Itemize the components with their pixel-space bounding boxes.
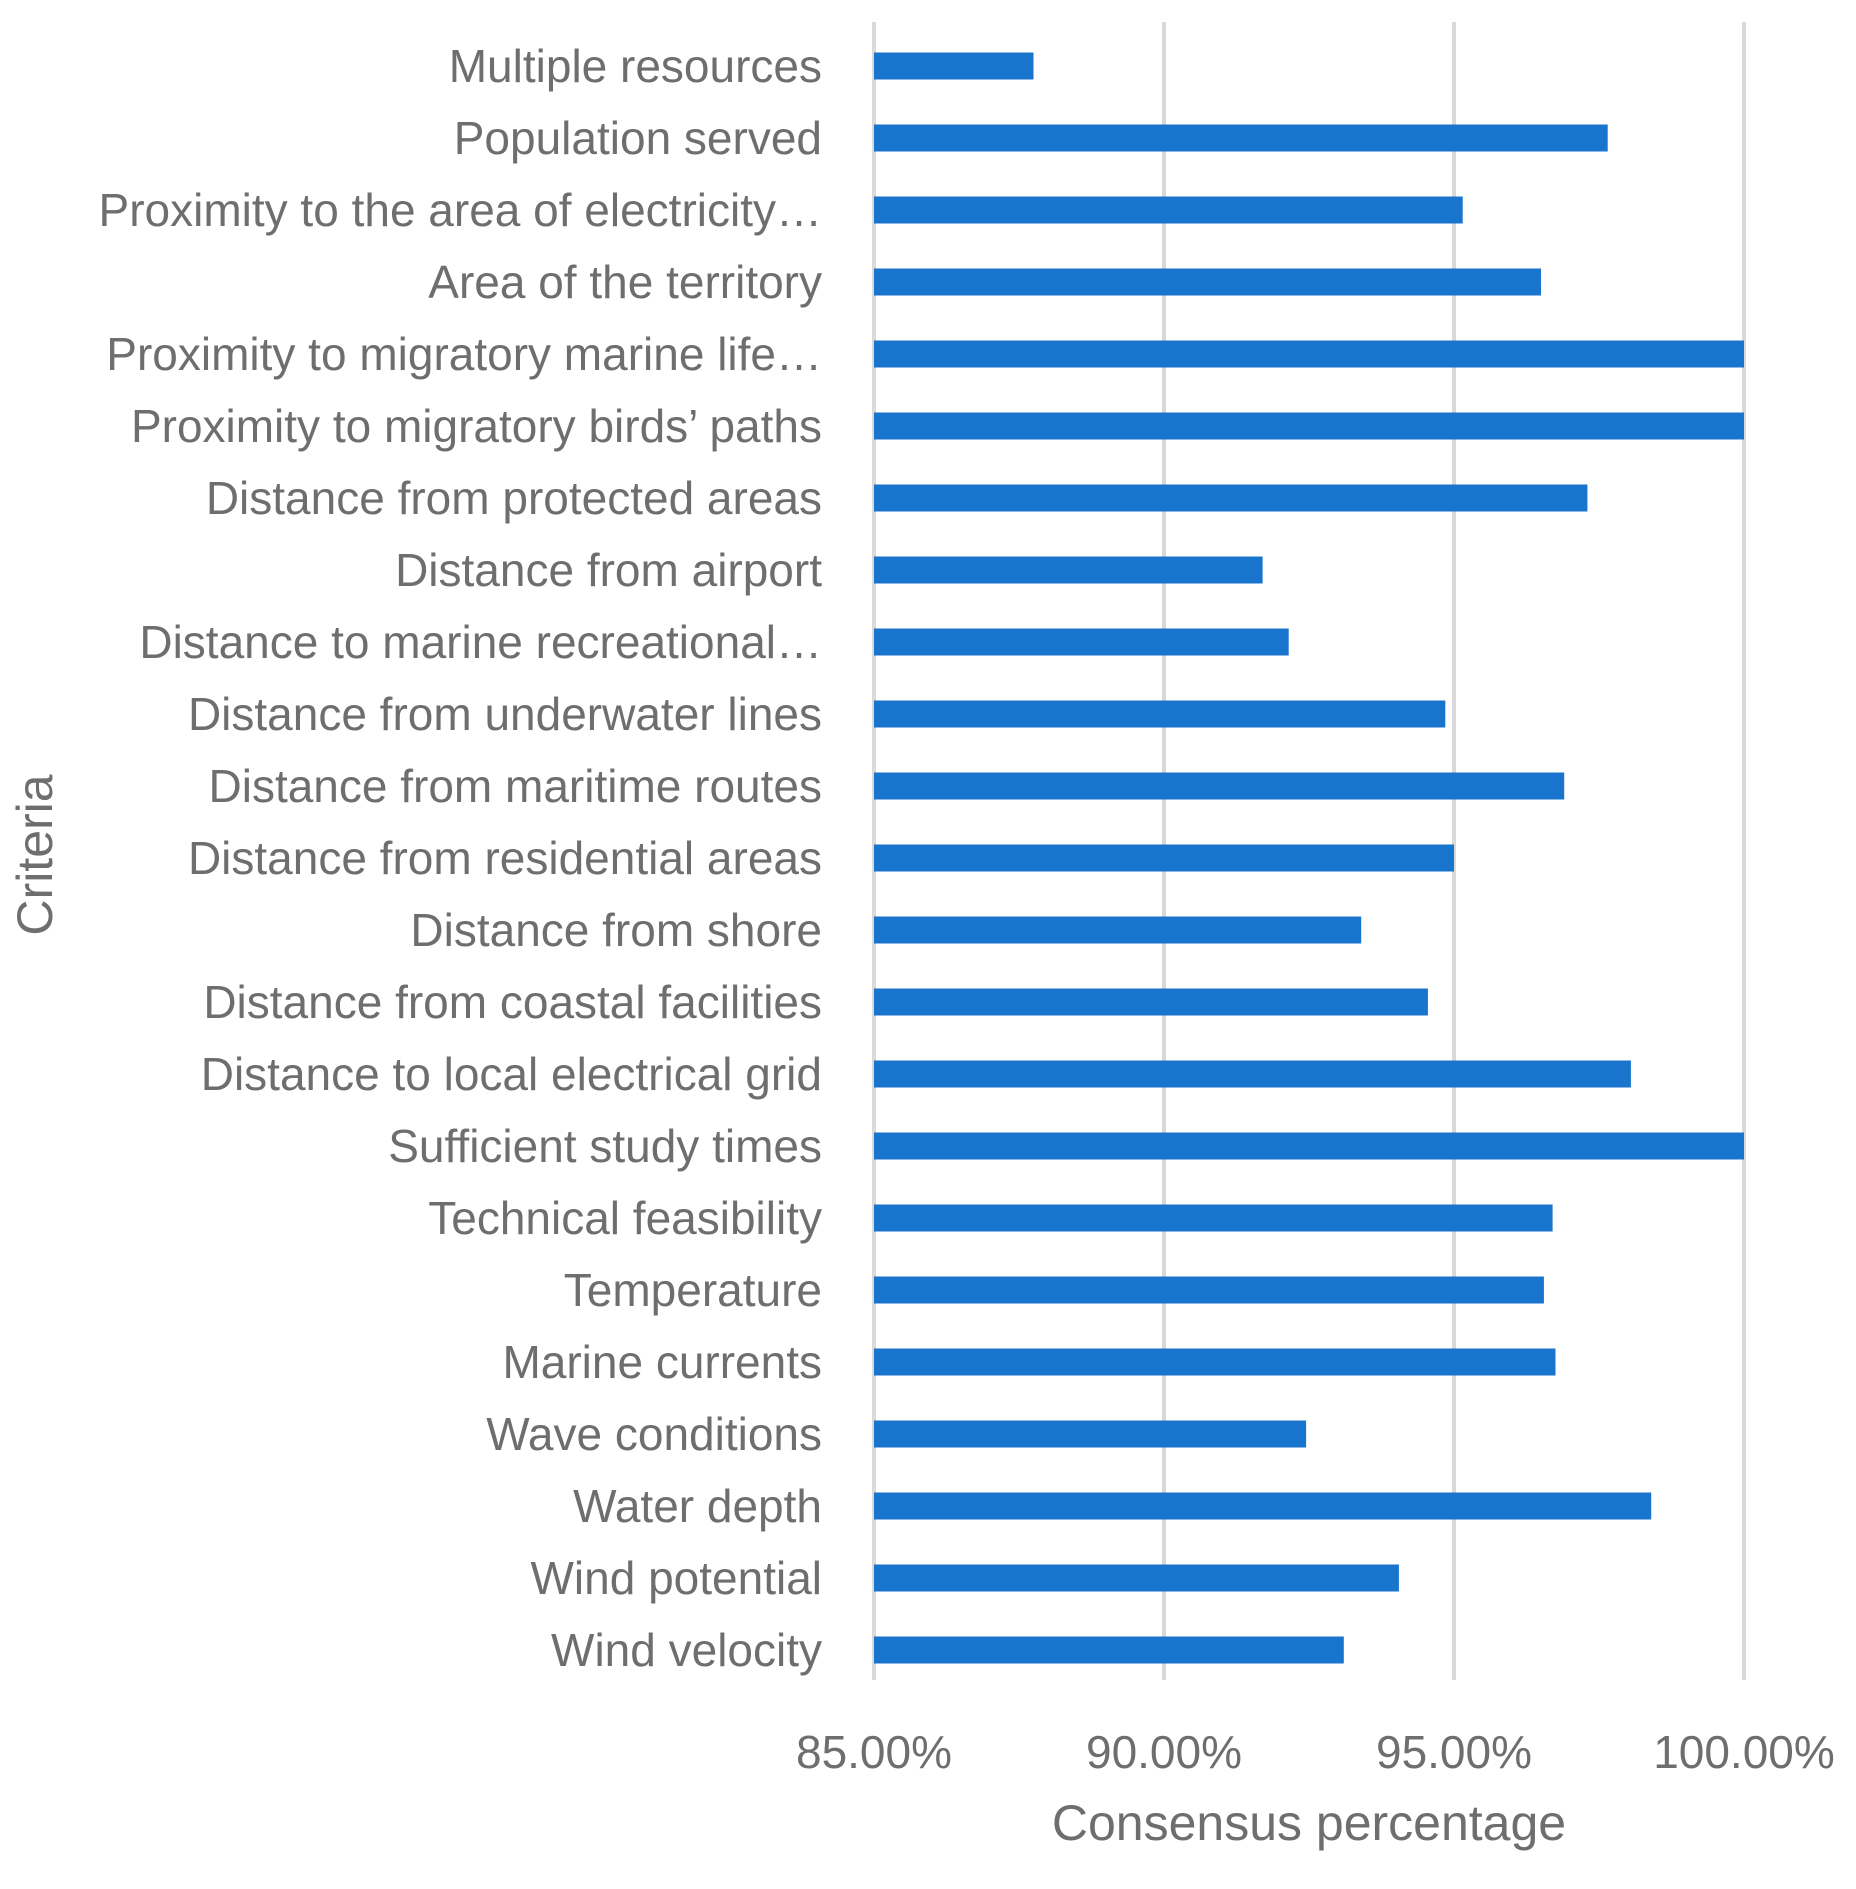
- x-tick-label: 90.00%: [1086, 1726, 1242, 1778]
- bar: [874, 412, 1744, 440]
- category-label: Proximity to migratory birds’ paths: [131, 400, 822, 452]
- bar: [874, 1420, 1307, 1448]
- bar: [874, 1636, 1344, 1664]
- x-axis-title: Consensus percentage: [1052, 1795, 1566, 1851]
- category-label: Distance from maritime routes: [209, 760, 823, 812]
- bar: [874, 484, 1588, 512]
- bar: [874, 1276, 1544, 1304]
- bar: [874, 916, 1362, 944]
- bar: [874, 124, 1608, 152]
- category-label: Proximity to migratory marine life…: [106, 328, 822, 380]
- x-tick-labels: 85.00% 90.00% 95.00% 100.00%: [796, 1726, 1835, 1778]
- bar: [874, 1132, 1744, 1160]
- bar: [874, 52, 1034, 80]
- bar: [874, 700, 1446, 728]
- category-label: Sufficient study times: [388, 1120, 822, 1172]
- x-tick-label: 85.00%: [796, 1726, 952, 1778]
- category-label: Distance from coastal facilities: [203, 976, 822, 1028]
- category-label: Population served: [454, 112, 822, 164]
- bar: [874, 1348, 1556, 1376]
- bar: [874, 340, 1744, 368]
- bar: [874, 556, 1263, 584]
- bar: [874, 1060, 1631, 1088]
- category-label: Proximity to the area of electricity…: [99, 184, 822, 236]
- bar: [874, 628, 1289, 656]
- x-tick-label: 95.00%: [1376, 1726, 1532, 1778]
- category-label: Wave conditions: [486, 1408, 822, 1460]
- category-label: Wind velocity: [551, 1624, 822, 1676]
- bar: [874, 988, 1428, 1016]
- bar: [874, 1564, 1399, 1592]
- y-axis-title: Criteria: [7, 774, 63, 935]
- category-label: Distance from airport: [395, 544, 822, 596]
- category-label: Distance from protected areas: [206, 472, 822, 524]
- bar: [874, 196, 1463, 224]
- bars: [874, 52, 1744, 1664]
- category-label: Water depth: [573, 1480, 822, 1532]
- bar: [874, 1204, 1553, 1232]
- category-labels: Multiple resources Population served Proxi…: [99, 40, 823, 1676]
- bar: [874, 772, 1565, 800]
- x-tick-label: 100.00%: [1653, 1726, 1835, 1778]
- category-label: Technical feasibility: [428, 1192, 822, 1244]
- bar: [874, 1492, 1652, 1520]
- bar: [874, 844, 1454, 872]
- category-label: Distance to local electrical grid: [201, 1048, 822, 1100]
- category-label: Temperature: [564, 1264, 822, 1316]
- bar: [874, 268, 1541, 296]
- category-label: Area of the territory: [428, 256, 822, 308]
- category-label: Multiple resources: [449, 40, 822, 92]
- category-label: Distance from shore: [410, 904, 822, 956]
- category-label: Distance to marine recreational…: [139, 616, 822, 668]
- category-label: Distance from underwater lines: [188, 688, 822, 740]
- category-label: Marine currents: [502, 1336, 822, 1388]
- category-label: Distance from residential areas: [188, 832, 822, 884]
- category-label: Wind potential: [531, 1552, 823, 1604]
